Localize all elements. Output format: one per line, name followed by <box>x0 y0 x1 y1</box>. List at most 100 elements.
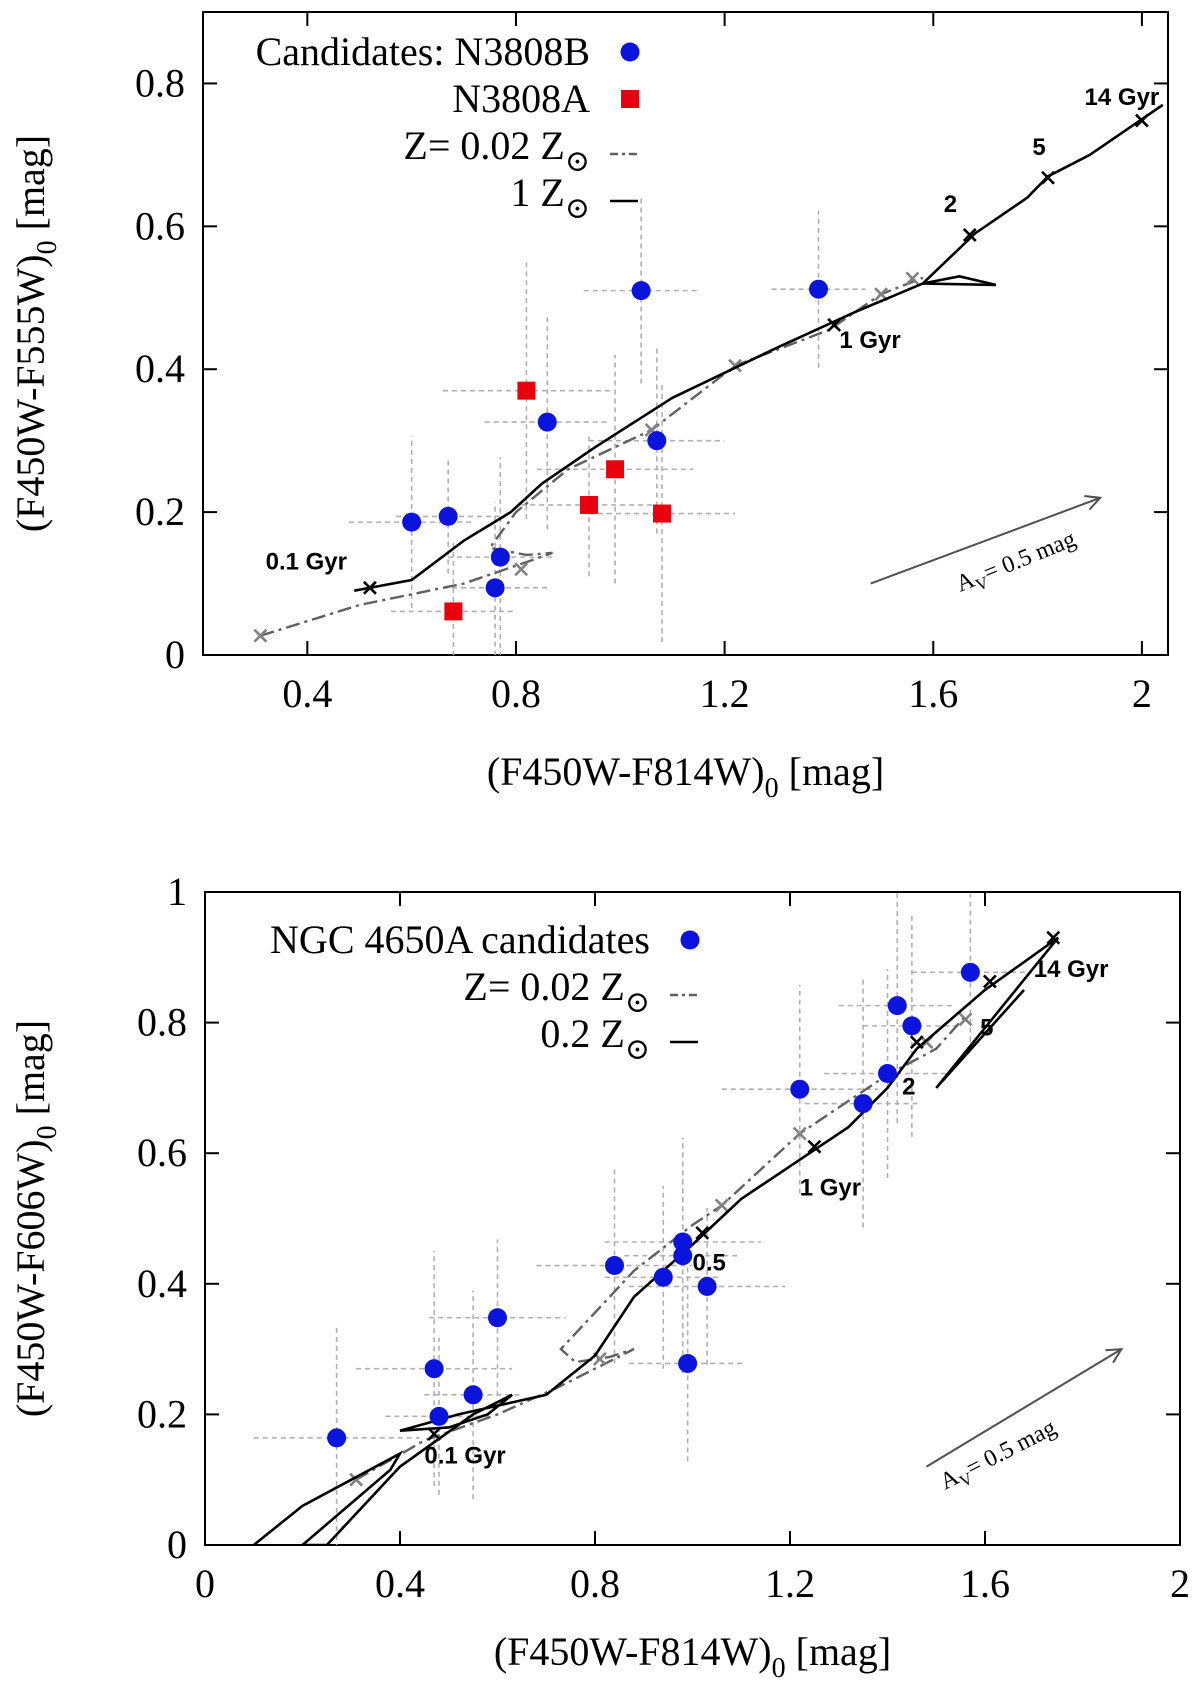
x-axis-label: (F450W-F814W)0 [mag] <box>487 749 884 804</box>
age-marker <box>962 227 977 242</box>
y-tick-label: 0.4 <box>135 346 185 391</box>
x-tick-label: 0.4 <box>282 671 332 716</box>
data-point-square <box>606 460 625 479</box>
data-point-circle <box>463 1385 483 1405</box>
age-marker <box>807 1139 822 1154</box>
age-annotation: 14 Gyr <box>1034 956 1109 983</box>
legend-label: 0.2 Z⊙ <box>540 1011 650 1066</box>
data-point-circle <box>537 412 557 432</box>
x-tick-label: 1.2 <box>700 671 750 716</box>
extinction-label: AV= 0.5 mag <box>936 1415 1062 1499</box>
extinction-arrowhead <box>1105 1347 1124 1364</box>
y-axis-label-unit: [mag] <box>8 135 53 241</box>
plot-area <box>253 103 1164 655</box>
x-tick-label: 1.6 <box>908 671 958 716</box>
plot-frame <box>202 11 1169 656</box>
y-axis-label-main: (F450W-F606W) <box>8 1139 53 1417</box>
x-axis-label-main: (F450W-F814W) <box>494 1629 772 1674</box>
age-annotation: 2 <box>944 191 957 218</box>
age-annotation: 0.1 Gyr <box>266 548 347 575</box>
y-axis-label: (F450W-F555W)0 [mag] <box>8 135 63 532</box>
x-tick-label: 0 <box>195 1561 215 1606</box>
y-axis-label-subscript: 0 <box>32 1125 63 1139</box>
extinction-label-value: = 0.5 mag <box>962 1415 1060 1482</box>
extinction-arrow <box>925 1348 1123 1468</box>
y-axis-label-subscript: 0 <box>32 240 63 254</box>
data-point-circle <box>653 1267 673 1287</box>
data-point-circle <box>960 962 980 982</box>
data-point-circle <box>887 996 907 1016</box>
data-point-square <box>517 381 536 400</box>
age-marker <box>905 271 920 286</box>
data-point-square <box>580 495 598 514</box>
age-marker <box>362 580 377 595</box>
age-marker <box>792 1126 807 1141</box>
data-point-circle <box>438 506 458 526</box>
y-tick-label: 0.2 <box>137 1391 187 1436</box>
x-axis-label-unit: [mag] <box>786 1629 892 1674</box>
data-point-circle <box>424 1359 444 1379</box>
data-point-circle <box>902 1016 922 1036</box>
legend-label-text: Candidates: N3808B <box>256 29 590 74</box>
y-tick-label: 0.8 <box>137 1000 187 1045</box>
legend-marker-circle <box>620 42 640 62</box>
y-tick-label: 0 <box>167 1522 187 1567</box>
bottom-panel: 0 0.4 0.8 1.2 1.6 2 0 0.2 0.4 0.6 0.8 1 (F450W-F814W… <box>8 869 1190 1683</box>
data-point-circle <box>673 1246 693 1266</box>
age-marker <box>909 1035 924 1050</box>
age-marker <box>427 1427 442 1441</box>
x-axis-label-unit: [mag] <box>779 749 885 794</box>
age-marker <box>695 1225 710 1240</box>
extinction-label: AV= 0.5 mag <box>953 526 1082 601</box>
y-tick-label: 0.6 <box>137 1130 187 1175</box>
legend-label: Z= 0.02 Z⊙ <box>463 964 650 1019</box>
legend-label: N3808A <box>452 76 590 121</box>
model-track-dashdot <box>355 1015 967 1481</box>
x-tick-label: 0.4 <box>375 1561 425 1606</box>
age-annotation: 2 <box>902 1073 915 1100</box>
legend-label-text: Z= 0.02 Z <box>403 123 564 168</box>
y-axis-label-unit: [mag] <box>8 1020 53 1126</box>
extinction-arrowhead <box>1084 495 1103 511</box>
sun-symbol: ⊙ <box>565 145 590 178</box>
age-annotation: 0.1 Gyr <box>424 1442 505 1469</box>
age-annotation: 14 Gyr <box>1085 84 1160 111</box>
legend-marker-square <box>621 90 639 108</box>
legend-label-text: NGC 4650A candidates <box>270 917 650 962</box>
age-marker <box>592 1351 607 1366</box>
extinction-label-value: = 0.5 mag <box>980 526 1080 586</box>
sun-symbol: ⊙ <box>565 192 590 225</box>
sun-symbol: ⊙ <box>625 986 650 1019</box>
age-marker <box>1046 930 1061 945</box>
x-tick-label: 2 <box>1132 671 1152 716</box>
y-tick-label: 0.8 <box>135 60 185 105</box>
plot-area <box>252 892 1061 1545</box>
data-point-circle <box>673 1232 693 1252</box>
data-point-circle <box>790 1079 810 1099</box>
y-axis-label: (F450W-F606W)0 [mag] <box>8 1020 63 1417</box>
age-marker <box>827 318 842 332</box>
data-point-square <box>444 602 463 621</box>
data-point-circle <box>853 1094 873 1114</box>
x-axis-label: (F450W-F814W)0 [mag] <box>494 1629 891 1683</box>
data-point-circle <box>327 1428 347 1448</box>
data-point-circle <box>488 1308 507 1328</box>
data-point-circle <box>605 1256 624 1276</box>
y-tick-label: 0.4 <box>137 1261 187 1306</box>
legend-label-text: Z= 0.02 Z <box>463 964 624 1009</box>
x-tick-label: 0.8 <box>570 1561 620 1606</box>
legend-label-text: N3808A <box>452 76 590 121</box>
age-marker <box>1041 170 1055 185</box>
legend-marker-circle <box>680 930 700 950</box>
legend-label: NGC 4650A candidates <box>270 917 650 962</box>
data-point-square <box>653 504 672 523</box>
model-track-solid <box>252 936 1060 1545</box>
data-point-circle <box>490 547 510 567</box>
plot-frame <box>204 891 1181 1546</box>
model-track-dashdot <box>260 276 924 637</box>
age-marker <box>714 1198 729 1213</box>
age-annotation: 1 Gyr <box>800 1175 861 1202</box>
y-tick-label: 0 <box>165 632 185 677</box>
age-marker <box>514 562 529 577</box>
